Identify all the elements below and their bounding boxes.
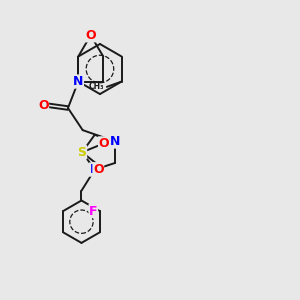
Text: S: S: [78, 146, 87, 159]
Text: N: N: [89, 163, 100, 176]
Text: CH₃: CH₃: [89, 82, 104, 91]
Text: O: O: [85, 29, 96, 42]
Text: O: O: [99, 137, 109, 150]
Text: O: O: [38, 99, 49, 112]
Text: O: O: [93, 163, 104, 176]
Text: F: F: [89, 205, 98, 218]
Text: N: N: [110, 135, 120, 148]
Text: N: N: [73, 75, 83, 88]
